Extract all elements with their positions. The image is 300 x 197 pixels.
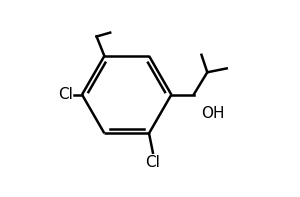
Text: Cl: Cl: [146, 155, 160, 170]
Text: OH: OH: [202, 106, 225, 121]
Text: Cl: Cl: [58, 87, 73, 102]
